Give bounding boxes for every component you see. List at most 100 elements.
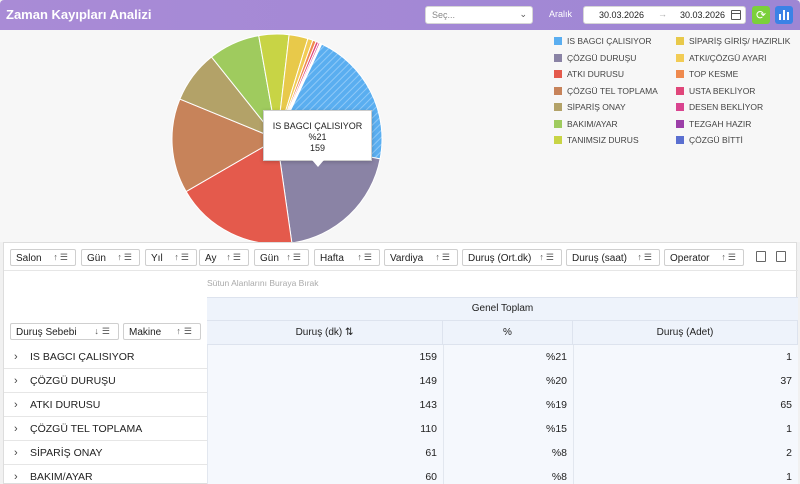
legend-label: IS BAGCI ÇALISIYOR [567,36,652,46]
arrow-right-icon: → [658,9,667,19]
row-field-durus-sebebi[interactable]: Duruş Sebebi ↓☰ [10,323,119,340]
sort-filter-icon[interactable]: ↑☰ [286,252,303,262]
field-chip-yil[interactable]: Yıl ↑☰ [145,249,197,266]
field-chip-gun-2[interactable]: Gün ↑☰ [254,249,309,266]
date-range-picker[interactable]: 30.03.2026 → 30.03.2026 [583,6,746,24]
sort-filter-icon[interactable]: ↑☰ [226,252,243,262]
sort-filter-icon[interactable]: ↑☰ [721,252,738,262]
legend-swatch [676,37,684,45]
chart-button[interactable] [775,6,793,24]
legend-label: TEZGAH HAZIR [689,118,752,129]
legend-label: TANIMSIZ DURUS [567,135,639,145]
cell-durus-adet: 37 [573,369,798,393]
field-chooser-icon[interactable] [756,251,766,262]
legend-swatch [676,119,684,128]
cell-durus-adet: 1 [573,417,798,441]
row-label[interactable]: › ÇÖZGÜ TEL TOPLAMA [4,417,207,441]
header-bar: Zaman Kayıpları Analizi Seç... ⌄ Aralık … [0,0,800,30]
legend-label: SİPARİŞ ONAY [567,102,626,112]
row-name: SİPARİŞ ONAY [30,447,103,459]
column-header-durus-dk[interactable]: Duruş (dk) ⇅ [207,321,443,345]
chevron-right-icon[interactable]: › [14,423,18,435]
legend-label: USTA BEKLİYOR [689,85,756,96]
export-icon[interactable] [776,251,786,262]
pie-slice-1[interactable] [276,138,381,242]
sort-filter-icon[interactable]: ↑☰ [539,252,556,262]
chart-tooltip: IS BAGCI ÇALISIYOR %21 159 [263,110,372,167]
cell-durus-dk: 143 [207,393,443,417]
sort-filter-icon[interactable]: ↑☰ [357,252,374,262]
chevron-right-icon[interactable]: › [14,447,18,459]
sort-filter-icon[interactable]: ↑☰ [176,326,195,336]
tooltip-name: IS BAGCI ÇALISIYOR [272,121,363,131]
pie-slice-2[interactable] [185,138,293,242]
table-row[interactable]: › IS BAGCI ÇALISIYOR 159 %21 1 [4,345,798,369]
cell-durus-adet: 2 [573,441,798,465]
date-end[interactable]: 30.03.2026 [680,10,726,20]
sort-icon[interactable]: ⇅ [345,327,354,338]
legend-swatch [554,86,562,95]
refresh-button[interactable]: ⟳ [752,6,770,24]
legend-swatch [554,103,562,111]
sort-filter-icon[interactable]: ↑☰ [174,252,191,262]
legend-swatch [676,53,684,62]
cell-percent: %21 [443,345,573,369]
column-drop-area[interactable]: Sütun Alanlarını Buraya Bırak [207,278,319,288]
field-chip-gun[interactable]: Gün ↑☰ [81,249,140,266]
field-chip-operator[interactable]: Operator ↑☰ [664,249,744,266]
row-label[interactable]: › SİPARİŞ ONAY [4,441,207,465]
sort-filter-icon[interactable]: ↑☰ [117,252,134,262]
sort-filter-icon[interactable]: ↓☰ [94,326,113,336]
cell-durus-adet: 1 [573,465,798,484]
row-name: ÇÖZGÜ DURUŞU [30,375,116,387]
row-label[interactable]: › ATKI DURUSU [4,393,207,417]
chevron-right-icon[interactable]: › [14,399,18,411]
table-row[interactable]: › ATKI DURUSU 143 %19 65 [4,393,798,417]
legend-swatch [676,103,684,111]
legend-label: DESEN BEKLİYOR [689,102,764,112]
pivot-grid: Salon ↑☰ Gün ↑☰ Yıl ↑☰ Ay ↑☰ Gün ↑☰ Hafta ↑☰ V… [3,242,798,484]
legend-label: ATKI DURUSU [567,69,624,79]
legend-label: ATKI/ÇÖZGÜ AYARI [689,52,767,63]
row-name: ATKI DURUSU [30,399,101,411]
table-row[interactable]: › ÇÖZGÜ TEL TOPLAMA 110 %15 1 [4,417,798,441]
table-row[interactable]: › ÇÖZGÜ DURUŞU 149 %20 37 [4,369,798,393]
chart-legend: IS BAGCI ÇALISIYOR ÇÖZGÜ DURUŞU ATKI DURUS… [0,30,800,242]
pie-slice-3[interactable] [171,98,279,193]
legend-label: TOP KESME [689,69,739,79]
table-row[interactable]: › BAKIM/AYAR 60 %8 1 [4,465,798,484]
tooltip-count: 159 [309,143,326,153]
column-header-durus-adet[interactable]: Duruş (Adet) [573,321,798,345]
filter-select[interactable]: Seç... ⌄ [425,6,533,24]
legend-swatch [554,119,562,128]
legend-label: BAKIM/AYAR [567,118,618,129]
cell-durus-adet: 65 [573,393,798,417]
row-label[interactable]: › ÇÖZGÜ DURUŞU [4,369,207,393]
field-chip-hafta[interactable]: Hafta ↑☰ [314,249,380,266]
chevron-right-icon[interactable]: › [14,375,18,387]
row-label[interactable]: › BAKIM/AYAR [4,465,207,484]
sort-filter-icon[interactable]: ↑☰ [435,252,452,262]
calendar-icon[interactable] [731,10,741,20]
cell-durus-dk: 149 [207,369,443,393]
chevron-right-icon[interactable]: › [14,471,18,483]
sort-filter-icon[interactable]: ↑☰ [637,252,654,262]
row-field-makine[interactable]: Makine ↑☰ [123,323,201,340]
table-row[interactable]: › SİPARİŞ ONAY 61 %8 2 [4,441,798,465]
date-start[interactable]: 30.03.2026 [599,10,645,20]
field-chip-vardiya[interactable]: Vardiya ↑☰ [384,249,458,266]
cell-durus-dk: 60 [207,465,443,484]
field-chip-ay[interactable]: Ay ↑☰ [199,249,249,266]
chevron-right-icon[interactable]: › [14,351,18,363]
column-header-percent[interactable]: % [443,321,573,345]
row-label[interactable]: › IS BAGCI ÇALISIYOR [4,345,207,369]
field-chip-durus-ort[interactable]: Duruş (Ort.dk) ↑☰ [462,249,562,266]
field-chip-salon[interactable]: Salon ↑☰ [10,249,76,266]
cell-durus-adet: 1 [573,345,798,369]
cell-percent: %20 [443,369,573,393]
select-placeholder: Seç... [432,10,456,20]
field-chip-durus-saat[interactable]: Duruş (saat) ↑☰ [566,249,660,266]
legend-swatch [554,70,562,78]
sort-filter-icon[interactable]: ↑☰ [53,252,70,262]
